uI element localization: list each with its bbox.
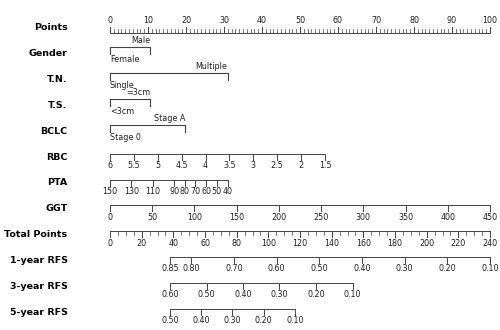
Text: Male: Male	[131, 36, 150, 46]
Text: 3.5: 3.5	[223, 161, 236, 170]
Text: Total Points: Total Points	[4, 230, 68, 239]
Text: 0.70: 0.70	[225, 264, 243, 273]
Text: 0.40: 0.40	[192, 316, 210, 325]
Text: 300: 300	[356, 213, 371, 222]
Text: 3: 3	[251, 161, 256, 170]
Text: 50: 50	[212, 187, 222, 196]
Text: 2.5: 2.5	[271, 161, 283, 170]
Text: 40: 40	[168, 239, 178, 248]
Text: 100: 100	[482, 16, 498, 25]
Text: 240: 240	[482, 239, 498, 248]
Text: 40: 40	[257, 16, 267, 25]
Text: 0.10: 0.10	[344, 290, 361, 299]
Text: 60: 60	[333, 16, 343, 25]
Text: 1-year RFS: 1-year RFS	[10, 256, 68, 265]
Text: 180: 180	[388, 239, 402, 248]
Text: 80: 80	[232, 239, 241, 248]
Text: 4.5: 4.5	[176, 161, 188, 170]
Text: 110: 110	[145, 187, 160, 196]
Text: 20: 20	[181, 16, 191, 25]
Text: Stage 0: Stage 0	[110, 133, 141, 142]
Text: 4: 4	[203, 161, 208, 170]
Text: 0.10: 0.10	[286, 316, 304, 325]
Text: 150: 150	[229, 213, 244, 222]
Text: 0.50: 0.50	[161, 316, 179, 325]
Text: PTA: PTA	[47, 179, 68, 187]
Text: 6: 6	[108, 161, 112, 170]
Text: 90: 90	[447, 16, 457, 25]
Text: 5: 5	[155, 161, 160, 170]
Text: 0.50: 0.50	[198, 290, 216, 299]
Text: Points: Points	[34, 23, 68, 32]
Text: 100: 100	[261, 239, 276, 248]
Text: 0: 0	[108, 239, 112, 248]
Text: Single: Single	[110, 81, 135, 90]
Text: 10: 10	[143, 16, 153, 25]
Text: BCLC: BCLC	[40, 127, 68, 136]
Text: 400: 400	[440, 213, 456, 222]
Text: 0: 0	[108, 16, 112, 25]
Text: T.N.: T.N.	[47, 75, 68, 84]
Text: 70: 70	[190, 187, 200, 196]
Text: 0.60: 0.60	[268, 264, 285, 273]
Text: 40: 40	[222, 187, 232, 196]
Text: 50: 50	[295, 16, 305, 25]
Text: 0.60: 0.60	[161, 290, 179, 299]
Text: 0.50: 0.50	[310, 264, 328, 273]
Text: T.S.: T.S.	[48, 101, 68, 110]
Text: 0.30: 0.30	[224, 316, 241, 325]
Text: 0: 0	[108, 213, 112, 222]
Text: 60: 60	[201, 187, 211, 196]
Text: 0.30: 0.30	[396, 264, 413, 273]
Text: 0.40: 0.40	[353, 264, 371, 273]
Text: 350: 350	[398, 213, 413, 222]
Text: =3cm: =3cm	[126, 88, 150, 97]
Text: RBC: RBC	[46, 152, 68, 161]
Text: 150: 150	[102, 187, 118, 196]
Text: 130: 130	[124, 187, 139, 196]
Text: 5-year RFS: 5-year RFS	[10, 308, 68, 316]
Text: 200: 200	[272, 213, 286, 222]
Text: Female: Female	[110, 55, 140, 64]
Text: 90: 90	[169, 187, 179, 196]
Text: GGT: GGT	[45, 204, 68, 213]
Text: 50: 50	[147, 213, 158, 222]
Text: 450: 450	[482, 213, 498, 222]
Text: 0.80: 0.80	[182, 264, 200, 273]
Text: 0.20: 0.20	[438, 264, 456, 273]
Text: Stage A: Stage A	[154, 114, 185, 123]
Text: 0.20: 0.20	[255, 316, 272, 325]
Text: Multiple: Multiple	[196, 62, 228, 71]
Text: 200: 200	[419, 239, 434, 248]
Text: 140: 140	[324, 239, 339, 248]
Text: 1.5: 1.5	[318, 161, 332, 170]
Text: 70: 70	[371, 16, 381, 25]
Text: 220: 220	[450, 239, 466, 248]
Text: 0.30: 0.30	[270, 290, 288, 299]
Text: 5.5: 5.5	[128, 161, 140, 170]
Text: 80: 80	[409, 16, 419, 25]
Text: 100: 100	[187, 213, 202, 222]
Text: 0.40: 0.40	[234, 290, 252, 299]
Text: 80: 80	[180, 187, 190, 196]
Text: 0.20: 0.20	[307, 290, 325, 299]
Text: Gender: Gender	[28, 49, 68, 58]
Text: 2: 2	[298, 161, 304, 170]
Text: 3-year RFS: 3-year RFS	[10, 282, 68, 291]
Text: 0.85: 0.85	[161, 264, 179, 273]
Text: <3cm: <3cm	[110, 107, 134, 116]
Text: 160: 160	[356, 239, 371, 248]
Text: 60: 60	[200, 239, 210, 248]
Text: 0.10: 0.10	[481, 264, 499, 273]
Text: 20: 20	[136, 239, 146, 248]
Text: 250: 250	[314, 213, 328, 222]
Text: 120: 120	[292, 239, 308, 248]
Text: 30: 30	[219, 16, 229, 25]
